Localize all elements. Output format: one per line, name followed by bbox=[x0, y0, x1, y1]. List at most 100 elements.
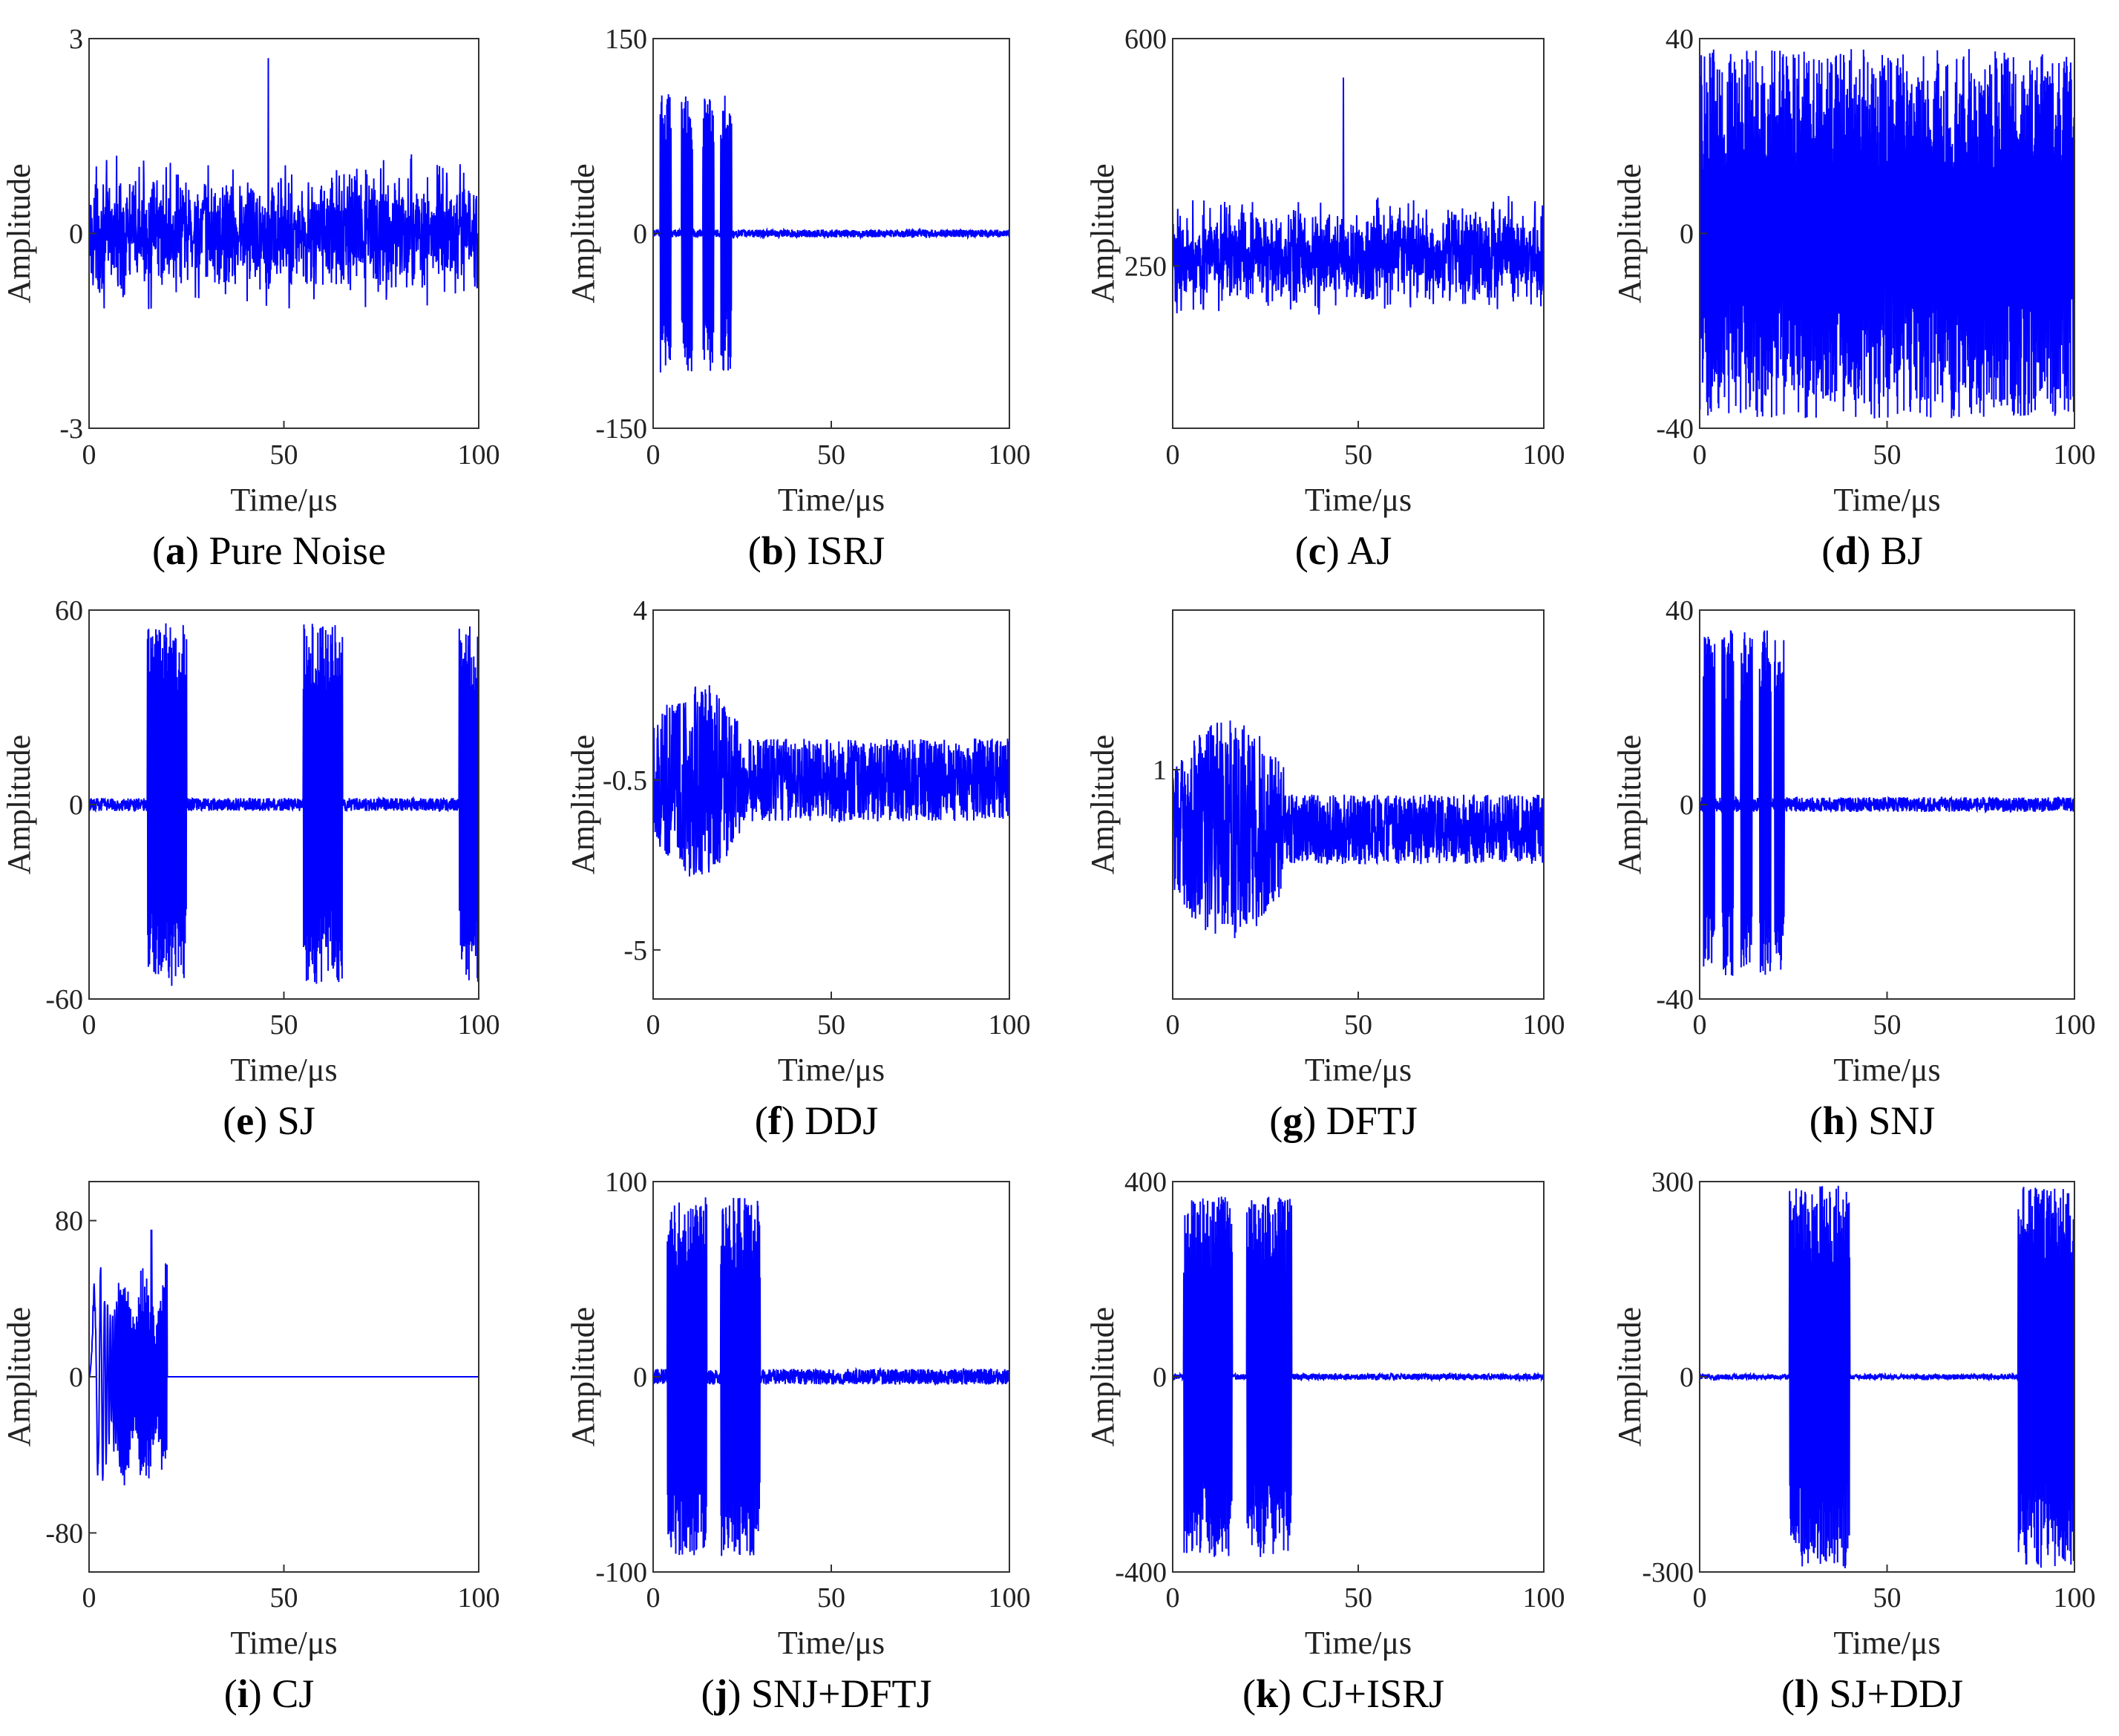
x-tick-label: 50 bbox=[1344, 439, 1372, 471]
y-tick-label: -5 bbox=[623, 935, 647, 966]
y-tick-label: 1 bbox=[1153, 755, 1167, 786]
x-tick-label: 0 bbox=[1693, 1009, 1707, 1041]
panel-caption: (c) AJ bbox=[1295, 528, 1392, 573]
panel-f: 0 50 100 -5 -0.5 4 Time/μs Amplitude (f) DDJ bbox=[565, 595, 1031, 1143]
y-tick-label: 0 bbox=[1680, 790, 1694, 821]
x-tick-label: 100 bbox=[458, 439, 500, 471]
signal-trace-c bbox=[1172, 77, 1545, 315]
x-axis-title: Time/μs bbox=[1833, 482, 1940, 518]
y-tick-label: 4 bbox=[633, 595, 647, 626]
signal-trace-h bbox=[1699, 630, 2075, 976]
y-tick-label: 250 bbox=[1124, 251, 1167, 282]
x-axis-title: Time/μs bbox=[1305, 1052, 1412, 1088]
y-axis-title: Amplitude bbox=[1084, 735, 1121, 874]
y-axis-title: Amplitude bbox=[1611, 163, 1648, 303]
signal-trace-f bbox=[652, 685, 1010, 877]
panel-c: 0 50 100 250 600 Time/μs Amplitude (c) AJ bbox=[1084, 24, 1565, 573]
x-tick-label: 100 bbox=[2054, 439, 2096, 471]
x-tick-label: 0 bbox=[1166, 1582, 1180, 1614]
x-tick-label: 50 bbox=[1873, 439, 1902, 471]
y-tick-label: 40 bbox=[1666, 24, 1694, 55]
signal-trace-d bbox=[1699, 49, 2075, 419]
y-tick-label: 150 bbox=[605, 24, 647, 55]
signal-trace-i bbox=[88, 1229, 479, 1486]
x-tick-label: 100 bbox=[2054, 1009, 2096, 1041]
y-axis-title: Amplitude bbox=[1, 735, 37, 874]
y-tick-label: 100 bbox=[605, 1167, 647, 1198]
x-axis-title: Time/μs bbox=[778, 482, 885, 518]
y-axis-title: Amplitude bbox=[565, 735, 601, 874]
x-tick-label: 100 bbox=[1523, 1582, 1565, 1614]
x-tick-label: 100 bbox=[458, 1582, 500, 1614]
x-tick-label: 0 bbox=[1693, 439, 1707, 471]
y-tick-label: -40 bbox=[1656, 413, 1694, 445]
x-tick-label: 0 bbox=[1166, 439, 1180, 471]
x-tick-label: 100 bbox=[2054, 1582, 2096, 1614]
x-tick-label: 0 bbox=[646, 1009, 661, 1041]
panel-caption: (l) SJ+DDJ bbox=[1781, 1671, 1963, 1716]
panel-caption: (f) DDJ bbox=[755, 1098, 878, 1143]
panel-caption: (d) BJ bbox=[1821, 528, 1923, 573]
y-tick-label: 0 bbox=[1680, 219, 1694, 250]
y-tick-label: -100 bbox=[595, 1557, 647, 1588]
signal-trace-b bbox=[652, 94, 1010, 373]
y-tick-label: -80 bbox=[45, 1518, 83, 1549]
x-axis-title: Time/μs bbox=[230, 1625, 337, 1661]
x-tick-label: 0 bbox=[646, 1582, 661, 1614]
y-tick-label: 0 bbox=[69, 1362, 83, 1393]
y-tick-label: 300 bbox=[1651, 1167, 1694, 1198]
y-tick-label: 0 bbox=[633, 1362, 647, 1393]
panel-caption: (e) SJ bbox=[223, 1098, 315, 1143]
y-tick-label: -0.5 bbox=[603, 765, 647, 796]
x-tick-label: 100 bbox=[458, 1009, 500, 1041]
x-tick-label: 0 bbox=[1693, 1582, 1707, 1614]
y-tick-label: 3 bbox=[69, 24, 83, 55]
y-tick-label: -400 bbox=[1115, 1557, 1167, 1588]
x-tick-label: 50 bbox=[270, 1582, 298, 1614]
x-axis-title: Time/μs bbox=[778, 1625, 885, 1661]
panel-caption: (b) ISRJ bbox=[748, 528, 885, 573]
y-tick-label: -3 bbox=[59, 413, 83, 445]
signal-trace-e bbox=[88, 623, 479, 986]
signal-trace-l bbox=[1699, 1185, 2075, 1569]
y-tick-label: 0 bbox=[633, 219, 647, 250]
panel-caption: (g) DFTJ bbox=[1269, 1098, 1418, 1143]
y-tick-label: -150 bbox=[595, 413, 647, 445]
x-axis-title: Time/μs bbox=[1305, 482, 1412, 518]
y-tick-label: 400 bbox=[1124, 1167, 1167, 1198]
y-tick-label: 80 bbox=[55, 1206, 83, 1237]
y-tick-label: 0 bbox=[69, 790, 83, 821]
panel-caption: (h) SNJ bbox=[1809, 1098, 1936, 1143]
x-tick-label: 50 bbox=[270, 1009, 298, 1041]
x-axis-title: Time/μs bbox=[778, 1052, 885, 1088]
x-tick-label: 0 bbox=[646, 439, 661, 471]
x-tick-label: 0 bbox=[82, 1582, 96, 1614]
y-tick-label: 40 bbox=[1666, 595, 1694, 626]
x-tick-label: 0 bbox=[82, 439, 96, 471]
panel-i: 0 50 100 -80 0 80 Time/μs Amplitude (i) CJ bbox=[1, 1181, 500, 1716]
x-tick-label: 100 bbox=[989, 1582, 1031, 1614]
panel-g: 0 50 100 1 Time/μs Amplitude (g) DFTJ bbox=[1084, 609, 1565, 1143]
x-axis-title: Time/μs bbox=[230, 482, 337, 518]
y-axis-title: Amplitude bbox=[1084, 163, 1121, 303]
signal-trace-j bbox=[652, 1197, 1010, 1556]
y-axis-title: Amplitude bbox=[565, 1307, 601, 1447]
signal-trace-k bbox=[1172, 1196, 1545, 1557]
y-axis-title: Amplitude bbox=[1611, 735, 1648, 874]
x-tick-label: 50 bbox=[1873, 1009, 1902, 1041]
x-tick-label: 50 bbox=[817, 1582, 845, 1614]
y-axis-title: Amplitude bbox=[1084, 1307, 1121, 1447]
y-tick-label: 600 bbox=[1124, 24, 1167, 55]
y-axis-title: Amplitude bbox=[1, 1307, 37, 1447]
x-tick-label: 100 bbox=[989, 439, 1031, 471]
x-axis-title: Time/μs bbox=[1833, 1052, 1940, 1088]
signal-trace-a bbox=[88, 58, 479, 309]
x-tick-label: 100 bbox=[1523, 1009, 1565, 1041]
